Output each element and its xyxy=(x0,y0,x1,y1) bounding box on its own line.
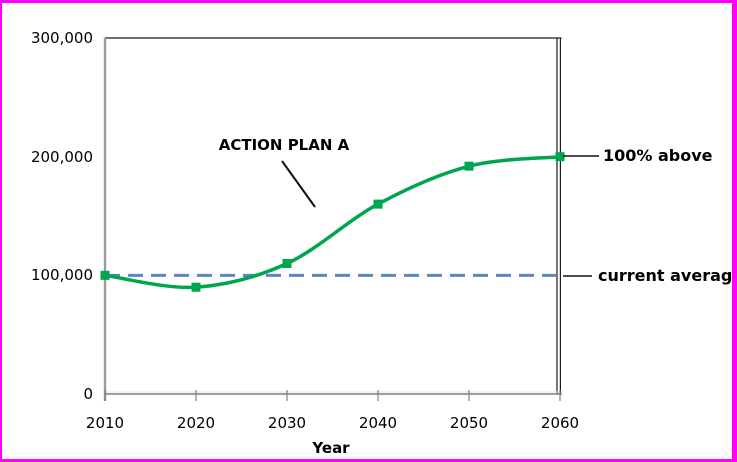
x-tick-label: 2030 xyxy=(267,414,307,432)
series-marker xyxy=(100,270,110,280)
x-tick-label: 2040 xyxy=(358,414,398,432)
y-tick-label: 200,000 xyxy=(30,147,93,166)
annotation-100-above: 100% above xyxy=(603,146,713,165)
series-marker xyxy=(555,152,565,162)
y-tick-label: 300,000 xyxy=(30,29,93,47)
plot-generated-layers xyxy=(100,37,565,401)
series-marker xyxy=(282,258,292,268)
series-marker xyxy=(191,282,201,292)
x-tick-label: 2010 xyxy=(85,414,125,432)
y-tick-label: 100,000 xyxy=(30,266,93,285)
series-marker xyxy=(464,161,474,171)
series-marker xyxy=(373,199,383,209)
annotation-current-average: current average xyxy=(598,266,737,285)
x-tick-label: 2050 xyxy=(449,414,489,432)
annotation-lines xyxy=(281,155,599,277)
x-tick-label: 2020 xyxy=(176,414,216,432)
x-tick-label: 2060 xyxy=(540,414,580,432)
x-axis-title: Year xyxy=(312,439,350,457)
annotation-action-plan: ACTION PLAN A xyxy=(218,136,350,154)
action-plan-leader-line xyxy=(281,160,316,208)
series-line-action-plan-a xyxy=(103,154,562,290)
y-tick-label: 0 xyxy=(83,385,93,403)
